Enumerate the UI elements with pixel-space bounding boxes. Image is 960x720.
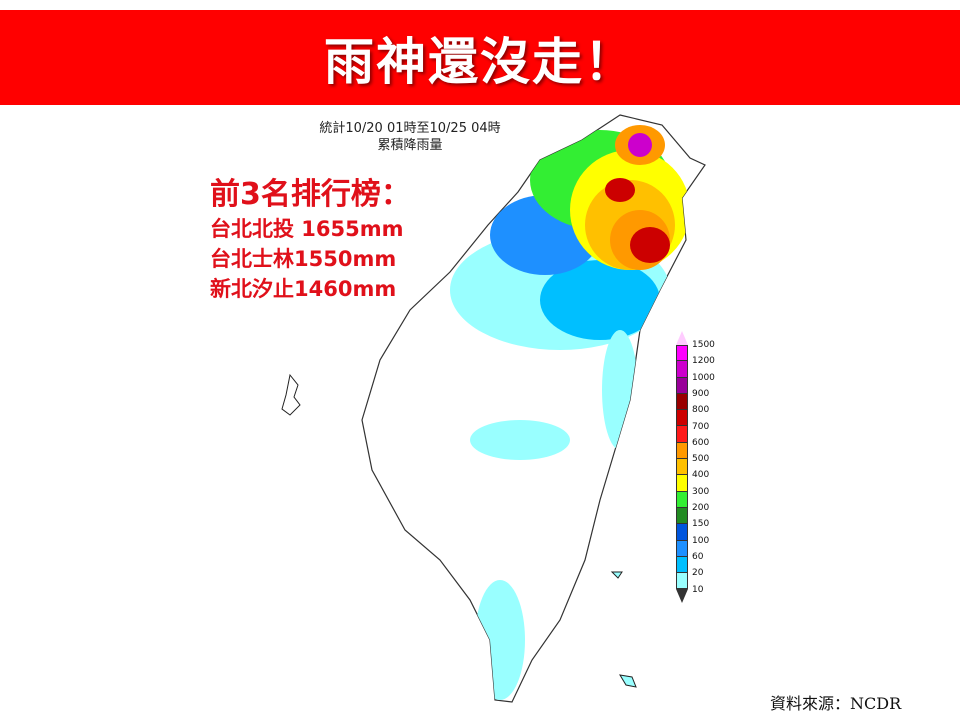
- legend-label: 1000: [692, 372, 715, 383]
- legend-swatch: [676, 475, 688, 492]
- color-legend: 1500 1200 1000 900 800 700 600 500 400 300 200 150 1…: [676, 331, 715, 604]
- map-header: 統計10/20 01時至10/25 04時 累積降雨量: [280, 120, 540, 154]
- legend-swatch: [676, 491, 688, 508]
- legend-label: 800: [692, 405, 710, 416]
- legend-swatch: [676, 393, 688, 411]
- outlying-islands: [610, 571, 637, 688]
- legend-label: 400: [692, 470, 710, 481]
- legend-label: 20: [692, 568, 704, 579]
- ranking-item: 台北士林1550mm: [210, 247, 397, 271]
- legend-label: 500: [692, 454, 710, 465]
- title-banner: 雨神還沒走！: [0, 10, 960, 105]
- legend-label: 700: [692, 421, 710, 432]
- legend-swatch: [676, 573, 688, 590]
- legend-swatch: [676, 410, 688, 427]
- ranking-item: 新北汐止1460mm: [210, 277, 397, 301]
- map-period: 統計10/20 01時至10/25 04時: [319, 121, 501, 136]
- legend-label: 200: [692, 503, 710, 513]
- legend-label: 600: [692, 437, 710, 448]
- legend-swatch: [676, 459, 688, 476]
- legend-swatch: [676, 540, 688, 557]
- ranking-heading: 前3名排行榜：: [210, 177, 411, 212]
- legend-top-arrow: [676, 331, 688, 345]
- legend-label: 10: [692, 584, 704, 595]
- legend-swatch: [676, 507, 688, 525]
- legend-swatch: [676, 377, 688, 394]
- legend-label: 150: [692, 519, 710, 530]
- penghu-islands: [281, 373, 301, 416]
- legend-swatch: [676, 556, 688, 574]
- map-variable: 累積降雨量: [377, 138, 443, 153]
- legend-swatch: [676, 426, 688, 443]
- legend-swatch: [676, 345, 688, 362]
- rainfall-shading: [450, 125, 690, 700]
- legend-label: 100: [692, 535, 710, 546]
- ranking-box: 前3名排行榜： 台北北投 1655mm 台北士林1550mm 新北汐止1460m…: [210, 176, 411, 304]
- data-source: 資料來源：NCDR: [770, 694, 902, 713]
- legend-swatch: [676, 361, 688, 378]
- legend-label: 300: [692, 486, 710, 497]
- ranking-item: 台北北投 1655mm: [210, 217, 404, 241]
- legend-swatch: [676, 442, 688, 460]
- legend-label: 60: [692, 551, 704, 562]
- legend-label: 1200: [692, 356, 715, 367]
- banner-title: 雨神還沒走！: [324, 32, 636, 91]
- legend-label: 1500: [692, 340, 715, 350]
- legend-bottom-arrow: [676, 589, 688, 604]
- legend-swatch: [676, 524, 688, 541]
- legend-label: 900: [692, 388, 710, 399]
